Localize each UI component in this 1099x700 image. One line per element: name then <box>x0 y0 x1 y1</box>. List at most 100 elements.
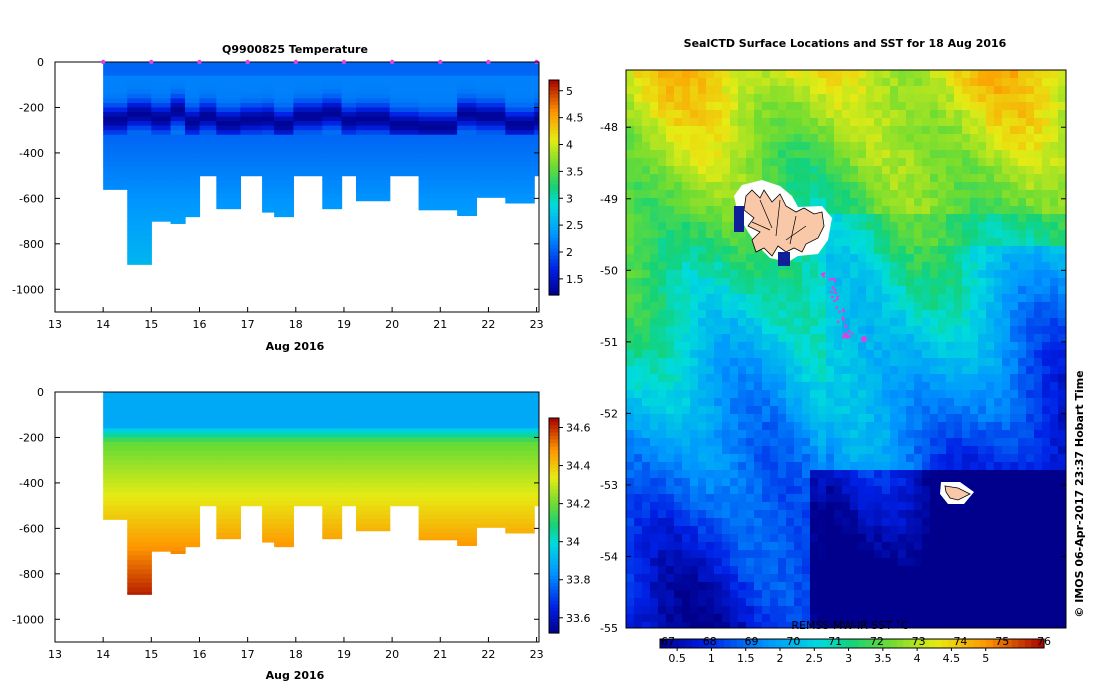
salinity-cell <box>216 437 242 443</box>
salinity-cell <box>355 505 391 511</box>
sst-cell <box>674 462 683 471</box>
sst-cell <box>890 142 899 151</box>
sst-cell <box>706 398 715 407</box>
sst-cell <box>874 478 883 487</box>
sst-map-field <box>626 70 1067 629</box>
salinity-cell <box>216 523 242 529</box>
sst-cell <box>770 310 779 319</box>
sst-cell <box>954 454 963 463</box>
salinity-cell <box>262 505 275 511</box>
sst-cell <box>802 150 811 159</box>
sst-cell <box>642 478 651 487</box>
sst-cell <box>762 414 771 423</box>
sst-cell <box>962 342 971 351</box>
sst-cell <box>1042 118 1051 127</box>
salinity-cell <box>185 405 201 411</box>
sst-cell <box>722 94 731 103</box>
temperature-cell <box>389 152 420 159</box>
salinity-cell <box>418 437 458 443</box>
salinity-cell <box>216 528 242 534</box>
temperature-cell <box>476 89 506 95</box>
sst-cell <box>906 326 915 335</box>
sst-cell <box>1018 486 1027 495</box>
sst-cell <box>1042 502 1051 511</box>
temperature-cell <box>216 66 242 72</box>
sst-cell <box>850 222 859 231</box>
temperature-cell <box>185 189 201 195</box>
sst-cell <box>866 326 875 335</box>
sst-cell <box>706 102 715 111</box>
sst-cell <box>754 326 763 335</box>
sst-cell <box>666 110 675 119</box>
sst-cell <box>698 326 707 335</box>
sst-cell <box>858 454 867 463</box>
sst-cell <box>986 86 995 95</box>
salinity-cell <box>185 542 201 548</box>
temperature-cell <box>216 184 242 190</box>
sst-cell <box>738 174 747 183</box>
sst-cell <box>1010 542 1019 551</box>
sst-cell <box>994 70 1003 79</box>
sst-cell <box>706 86 715 95</box>
salinity-cell <box>355 401 391 407</box>
salinity-cell <box>127 546 152 552</box>
sst-cell <box>1058 438 1067 447</box>
sst-cell <box>698 78 707 87</box>
sst-cell <box>810 366 819 375</box>
salinity-cell <box>505 423 535 429</box>
sst-cell <box>882 142 891 151</box>
temperature-cell <box>389 102 420 109</box>
sst-cell <box>922 446 931 455</box>
sst-cell <box>698 262 707 271</box>
sst-cell <box>866 302 875 311</box>
salinity-cell <box>418 460 458 466</box>
salinity-cell <box>216 473 242 479</box>
sst-cell <box>658 462 667 471</box>
sst-cell <box>754 502 763 511</box>
salinity-cell <box>127 410 152 416</box>
sst-cell <box>954 374 963 383</box>
sst-cell <box>1002 358 1011 367</box>
sst-cell <box>650 334 659 343</box>
sst-cell <box>730 470 739 479</box>
sst-cell <box>746 326 755 335</box>
sst-cell <box>1010 270 1019 279</box>
sst-cell <box>706 134 715 143</box>
sst-cell <box>674 254 683 263</box>
sst-cell <box>626 526 635 535</box>
temperature-cell <box>127 152 152 159</box>
sst-cell <box>626 382 635 391</box>
temperature-cell <box>103 102 128 109</box>
sst-cell <box>698 158 707 167</box>
sst-cell <box>762 302 771 311</box>
sst-cell <box>1034 182 1043 191</box>
sst-cell <box>778 550 787 559</box>
sst-cell <box>794 78 803 87</box>
temperature-cell <box>505 107 535 113</box>
sst-cell <box>978 326 987 335</box>
temperature-cell <box>216 98 242 104</box>
sst-cell <box>994 494 1003 503</box>
sst-cell <box>1042 142 1051 151</box>
sst-cell <box>930 142 939 151</box>
sst-cell <box>730 150 739 159</box>
sst-cell <box>826 70 835 79</box>
sst-cell <box>866 294 875 303</box>
sst-cell <box>834 382 843 391</box>
sst-cell <box>634 446 643 455</box>
salinity-cell <box>293 414 323 420</box>
sst-cell <box>674 550 683 559</box>
x-tick-label: 16 <box>192 648 206 661</box>
sst-cell <box>970 294 979 303</box>
sst-cell <box>962 462 971 471</box>
salinity-cell <box>457 505 477 511</box>
sst-cell <box>906 390 915 399</box>
temperature-cell <box>355 143 391 149</box>
sst-cell <box>954 214 963 223</box>
sst-cell <box>682 118 691 127</box>
sst-cell <box>810 454 819 463</box>
temperature-cell <box>322 121 343 127</box>
sst-cell <box>930 318 939 327</box>
temperature-cell <box>341 148 357 154</box>
sst-cell <box>650 190 659 199</box>
